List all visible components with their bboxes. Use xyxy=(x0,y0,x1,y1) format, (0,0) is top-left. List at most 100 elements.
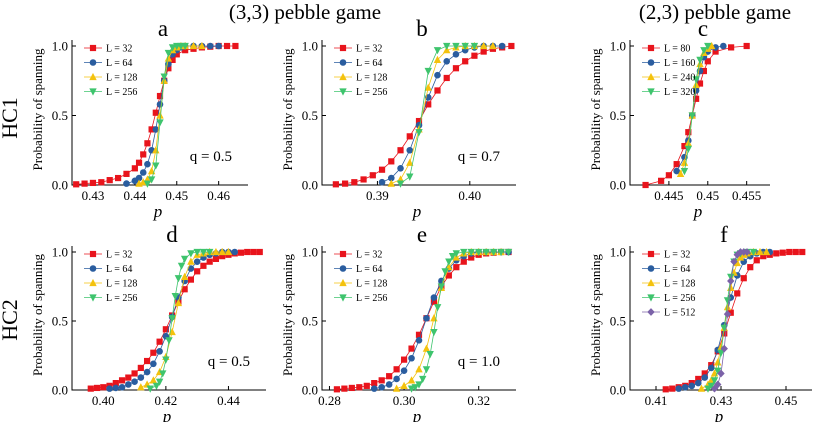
x-tick-label: 0.45 xyxy=(696,188,719,203)
legend-marker xyxy=(339,294,347,302)
y-axis-label: Probability of spanning xyxy=(30,253,45,376)
data-point xyxy=(149,376,158,384)
data-point xyxy=(658,177,665,184)
legend-label: L = 128 xyxy=(356,279,387,290)
data-point xyxy=(218,247,226,256)
data-point xyxy=(131,165,138,172)
data-point xyxy=(106,385,113,392)
data-point xyxy=(479,41,488,50)
data-point xyxy=(333,386,341,393)
legend-marker xyxy=(89,59,97,66)
data-point xyxy=(400,381,408,389)
data-point xyxy=(106,177,113,184)
data-point xyxy=(387,174,395,182)
data-point xyxy=(388,158,395,165)
panel-f: 0.0 0.5 1.0 0.41 0.43 0.45 Probability of span… xyxy=(588,222,812,422)
data-point xyxy=(423,314,430,322)
data-point xyxy=(452,250,461,258)
x-tick-label: 0.40 xyxy=(458,188,481,203)
data-point xyxy=(392,384,401,392)
data-point xyxy=(156,92,164,100)
data-point xyxy=(112,384,120,392)
data-point xyxy=(700,67,707,75)
data-point xyxy=(415,117,423,125)
legend-label: L = 512 xyxy=(664,308,695,319)
data-point xyxy=(407,376,416,384)
legend-marker xyxy=(647,250,655,258)
data-point xyxy=(684,139,693,147)
x-axis-label: p xyxy=(412,202,422,221)
panel-b: 0.0 0.5 1.0 0.39 0.40 Probability of spanning… xyxy=(280,16,516,221)
data-point xyxy=(712,48,719,55)
x-tick-label: 0.40 xyxy=(92,393,115,408)
data-point xyxy=(152,109,159,116)
y-tick-label: 0.5 xyxy=(610,314,626,329)
x-axis-label: p xyxy=(162,407,172,422)
data-point xyxy=(125,381,132,388)
legend-label: L = 128 xyxy=(106,73,137,84)
data-point xyxy=(393,375,400,383)
data-point xyxy=(762,247,771,256)
legend-label: L = 64 xyxy=(106,58,132,69)
data-point xyxy=(193,248,201,257)
data-point xyxy=(461,42,469,51)
data-point xyxy=(704,385,712,393)
data-point xyxy=(187,265,195,272)
legend-marker xyxy=(339,59,347,66)
legend-label: L = 32 xyxy=(106,44,132,55)
data-point xyxy=(165,65,172,72)
data-point xyxy=(118,377,126,384)
data-point xyxy=(143,180,152,188)
data-point xyxy=(681,142,688,150)
data-point xyxy=(707,382,715,390)
data-point xyxy=(422,366,431,374)
data-point xyxy=(786,248,793,256)
data-point xyxy=(697,384,706,392)
data-point xyxy=(415,129,423,137)
data-point xyxy=(426,351,434,359)
x-tick-label: 0.41 xyxy=(645,393,668,408)
data-point xyxy=(704,42,712,51)
data-point xyxy=(180,272,189,280)
data-point xyxy=(174,298,183,307)
legend-label: L = 64 xyxy=(356,264,382,275)
data-point xyxy=(348,384,355,392)
legend-marker xyxy=(339,88,347,96)
y-tick-label: 1.0 xyxy=(610,245,626,260)
data-point xyxy=(692,76,700,84)
data-point xyxy=(400,356,408,363)
data-point xyxy=(424,83,432,91)
data-point xyxy=(144,160,151,168)
legend-label: L = 256 xyxy=(356,87,387,98)
data-point xyxy=(112,380,119,387)
data-point xyxy=(87,385,94,392)
legend-label: L = 64 xyxy=(664,264,690,275)
data-point xyxy=(152,146,160,154)
data-point xyxy=(680,168,689,176)
legend-marker xyxy=(647,278,655,287)
data-point xyxy=(489,248,498,257)
data-point xyxy=(198,41,206,50)
data-point xyxy=(730,257,738,266)
y-tick-label: 1.0 xyxy=(302,245,318,260)
data-point xyxy=(164,49,173,58)
data-point xyxy=(504,248,513,257)
data-point xyxy=(452,65,460,72)
annotation-q: q = 0.7 xyxy=(458,149,501,165)
data-point xyxy=(360,176,367,183)
y-tick-label: 0.0 xyxy=(302,383,318,398)
data-point xyxy=(696,80,704,87)
data-point xyxy=(445,258,453,266)
data-point xyxy=(422,344,431,352)
data-point xyxy=(749,248,758,257)
data-point xyxy=(148,126,155,133)
legend-marker xyxy=(339,265,347,272)
data-point xyxy=(462,58,469,65)
data-point xyxy=(779,249,786,256)
data-point xyxy=(206,258,213,265)
data-point xyxy=(212,255,220,262)
data-point xyxy=(443,57,451,65)
data-point xyxy=(701,370,708,377)
panel-c: 0.0 0.5 1.0 0.445 0.45 0.455 Probability of sp… xyxy=(588,16,770,221)
